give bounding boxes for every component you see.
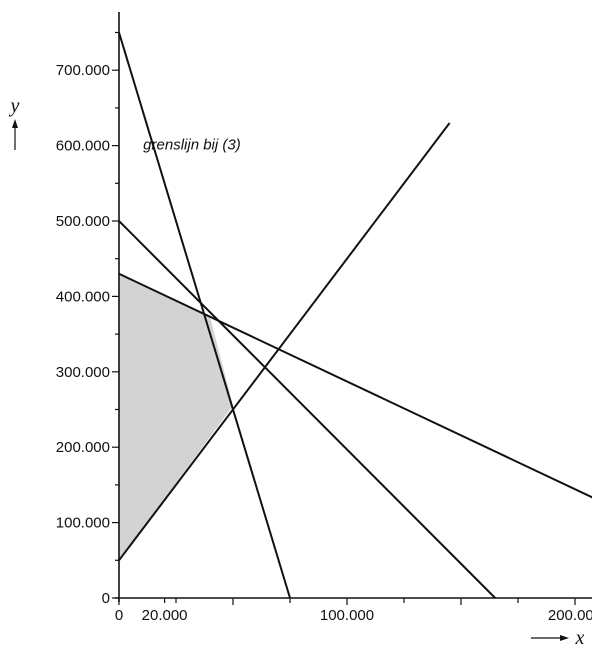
y-tick-label: 300.000 xyxy=(56,364,110,381)
feasible-region xyxy=(119,273,233,561)
boundary-line-4 xyxy=(118,220,496,599)
y-tick-label: 500.000 xyxy=(56,213,110,230)
boundary-line-3 xyxy=(118,32,291,599)
boundary-lines xyxy=(118,32,592,599)
y-axis-arrowhead xyxy=(12,119,18,128)
x-tick-label: 0 xyxy=(115,607,123,624)
x-axis-arrowhead xyxy=(560,635,569,641)
boundary-line-1 xyxy=(118,272,592,499)
y-tick-label: 600.000 xyxy=(56,138,110,155)
y-tick-label: 100.000 xyxy=(56,515,110,532)
boundary-line-label: grenslijn bij (3) xyxy=(143,136,241,153)
x-tick-label: 200.000 xyxy=(548,607,592,624)
boundary-line-2 xyxy=(118,122,451,561)
y-tick-label: 400.000 xyxy=(56,288,110,305)
y-axis-label: y xyxy=(9,95,20,117)
y-tick-label: 0 xyxy=(102,590,110,607)
y-tick-label: 700.000 xyxy=(56,62,110,79)
x-tick-label: 100.000 xyxy=(320,607,374,624)
labels: 0 100.000 200.000 300.000 400.000 500.000 600.… xyxy=(9,62,592,649)
axes xyxy=(12,12,592,641)
feasible-region-layer xyxy=(119,273,233,561)
ticks xyxy=(112,31,576,605)
y-tick-label: 200.000 xyxy=(56,439,110,456)
x-axis-label: x xyxy=(575,627,585,649)
x-tick-label: 20.000 xyxy=(142,607,188,624)
